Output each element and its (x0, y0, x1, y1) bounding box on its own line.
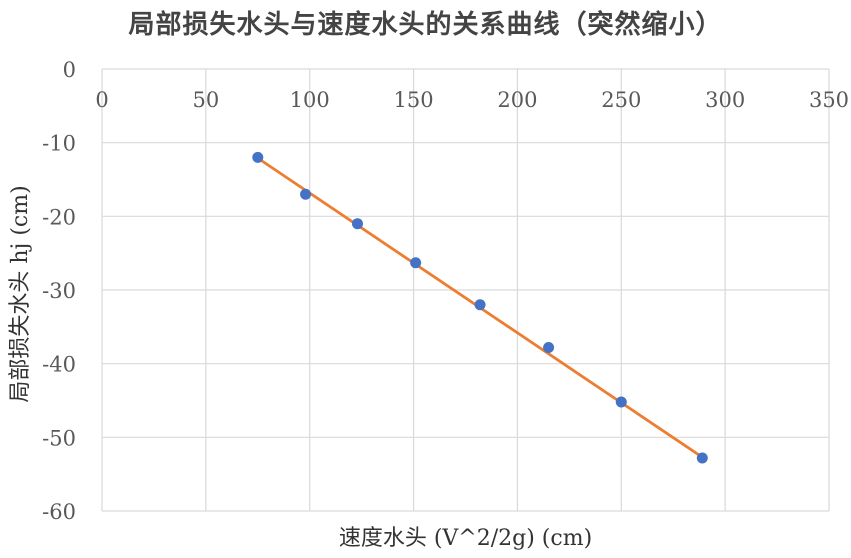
data-point (351, 218, 363, 230)
x-tick-label: 350 (809, 88, 849, 112)
data-point (410, 257, 422, 269)
data-point (474, 299, 486, 311)
x-tick-label: 100 (290, 88, 330, 112)
y-tick-label: -60 (42, 500, 76, 524)
x-axis-title: 速度水头 (V^2/2g) (cm) (338, 526, 593, 551)
x-tick-label: 0 (95, 88, 108, 112)
data-point (252, 151, 264, 163)
data-point (615, 396, 627, 408)
x-tick-label: 300 (705, 88, 745, 112)
y-axis-title: 局部损失水头 hj (cm) (8, 185, 33, 403)
y-tick-label: -50 (42, 426, 76, 450)
x-tick-label: 50 (192, 88, 219, 112)
y-tick-label: -20 (42, 205, 76, 229)
x-tick-label: 250 (601, 88, 641, 112)
x-tick-label: 150 (394, 88, 434, 112)
y-tick-label: -40 (42, 353, 76, 377)
chart-title: 局部损失水头与速度水头的关系曲线（突然缩小） (128, 10, 723, 40)
data-point (696, 452, 708, 464)
y-tick-label: -30 (42, 279, 76, 303)
x-tick-label: 200 (497, 88, 537, 112)
data-point (300, 188, 312, 200)
y-axis-title-box: 局部损失水头 hj (cm) (4, 84, 33, 504)
y-tick-label: -10 (42, 132, 76, 156)
y-tick-label: 0 (63, 58, 76, 82)
data-point (543, 341, 555, 353)
